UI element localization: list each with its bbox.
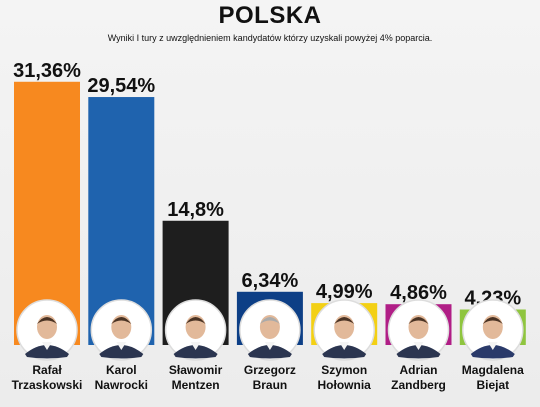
category-label: Adrian Zandberg xyxy=(391,363,446,392)
category-label: Magdalena Biejat xyxy=(462,363,524,392)
data-label: 14,8% xyxy=(167,199,224,221)
candidate-avatar xyxy=(313,299,375,361)
candidate-avatar xyxy=(239,299,301,361)
category-label: Karol Nawrocki xyxy=(95,363,148,392)
data-label: 4,99% xyxy=(316,281,373,303)
chart-title: POLSKA xyxy=(218,2,322,29)
data-label: 31,36% xyxy=(13,60,81,82)
category-label: Sławomir Mentzen xyxy=(169,363,223,392)
candidate-avatar xyxy=(90,299,153,361)
candidate-avatar xyxy=(16,299,78,361)
data-label: 29,54% xyxy=(87,75,155,97)
chart-subtitle: Wyniki I tury z uwzględnieniem kandydató… xyxy=(107,33,433,43)
candidate-avatar xyxy=(164,299,227,361)
data-label: 6,34% xyxy=(242,270,299,292)
category-label: Grzegorz Braun xyxy=(244,363,296,392)
candidate-avatar xyxy=(462,299,524,361)
category-label: Szymon Hołownia xyxy=(318,363,372,392)
data-label: 4,86% xyxy=(390,282,447,304)
candidate-avatar xyxy=(387,299,450,361)
category-label: Rafał Trzaskowski xyxy=(12,363,83,392)
